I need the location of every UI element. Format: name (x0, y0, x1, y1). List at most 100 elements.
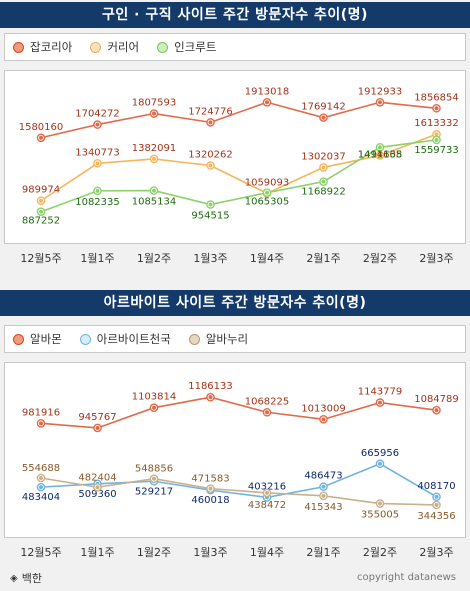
chart2-data-label: 355005 (361, 510, 399, 521)
chart1-data-point-fill (39, 198, 43, 203)
chart2-data-label: 1103814 (132, 392, 177, 403)
chart1-data-label: 1168922 (301, 187, 346, 198)
chart2-legend-label: 아르바이트천국 (96, 332, 171, 346)
chart2-x-tick-label: 2월3주 (419, 546, 454, 559)
chart2-x-tick-label: 2월1주 (306, 546, 341, 559)
chart2-data-point-fill (265, 410, 269, 415)
chart2-data-point-fill (39, 485, 43, 490)
chart2-legend-item: 알바몬 (13, 331, 62, 347)
chart1-plot-area: 1580160 1704272 1807593 1724776 1913018 17691… (4, 70, 466, 244)
chart1-legend-item: 커리어 (90, 39, 139, 55)
chart2-data-point-fill (208, 395, 213, 400)
chart1-data-label: 1059093 (245, 177, 290, 188)
chart2-data-label: 482404 (78, 472, 116, 483)
chart2-data-label: 408170 (417, 481, 455, 492)
chart2-data-label: 548856 (135, 464, 173, 475)
chart2-data-point-fill (265, 490, 269, 495)
chart1-x-tick-label: 1월3주 (193, 252, 228, 265)
chart1-data-point-fill (434, 137, 439, 142)
chart2-data-point-fill (95, 425, 100, 430)
chart1-data-label: 1580160 (19, 122, 64, 133)
chart1-data-point-fill (208, 163, 213, 168)
chart1-legend: 잡코리아 커리어 인크루트 (4, 33, 466, 61)
legend-dot-icon (79, 333, 91, 345)
chart1-data-label: 1769142 (301, 102, 346, 113)
chart2-data-point-fill (434, 408, 439, 413)
chart2-data-point-fill (378, 501, 382, 506)
chart2-data-point-fill (39, 475, 43, 480)
chart2-x-tick-label: 2월2주 (362, 546, 398, 559)
chart2-data-label: 509360 (78, 489, 116, 500)
chart1-data-label: 1704272 (75, 109, 120, 120)
chart1-x-tick-label: 12월5주 (20, 252, 62, 265)
chart1-legend-label: 커리어 (107, 40, 140, 54)
chart1-data-label: 1414638 (358, 149, 403, 160)
chart2-data-point-fill (95, 485, 100, 490)
chart2-data-label: 1186133 (188, 381, 233, 392)
chart2-data-point-fill (208, 486, 213, 491)
chart1-data-point-fill (321, 165, 326, 170)
chart1-data-label: 1913018 (245, 86, 290, 97)
chart1-data-label: 1082335 (75, 197, 120, 208)
chart1-data-label: 1724776 (188, 106, 233, 117)
chart1-series-line (40, 139, 437, 213)
chart1-legend-item: 잡코리아 (13, 39, 72, 55)
chart2-svg: 981916 945767 1103814 1186133 1068225 1013009… (22, 381, 459, 522)
chart1-data-label: 887252 (22, 216, 60, 227)
chart1-x-axis: 12월5주 1월1주 1월2주 1월3주 1월4주 2월1주 2월2주 2월3주 (4, 246, 466, 270)
chart2-data-label: 1068225 (245, 396, 290, 407)
chart1-x-tick-label: 1월1주 (80, 252, 115, 265)
footer-copyright: copyright datanews (357, 572, 456, 583)
chart2-legend-label: 알바몬 (30, 332, 62, 346)
chart2-data-point-fill (378, 400, 382, 405)
chart2-data-point-fill (378, 461, 382, 466)
chart1-data-point-fill (378, 145, 382, 150)
legend-dot-icon (188, 333, 200, 345)
chart1-data-point-fill (321, 179, 326, 184)
chart2-data-point-fill (152, 476, 156, 481)
chart1-data-label: 1807593 (132, 98, 177, 109)
chart1-data-point-fill (152, 156, 156, 161)
chart2-data-label: 460018 (191, 495, 229, 506)
chart1-data-label: 1912933 (358, 86, 403, 97)
chart1-data-point-fill (152, 188, 156, 193)
chart1-legend-label: 잡코리아 (30, 40, 73, 54)
chart2-data-point-fill (321, 417, 326, 422)
chart1-x-tick-label: 1월4주 (249, 252, 285, 265)
chart2-data-label: 981916 (22, 407, 60, 418)
footer-source: ◈ 백한 (10, 570, 42, 586)
chart1-data-point-fill (378, 100, 382, 105)
chart1-svg: 1580160 1704272 1807593 1724776 1913018 17691… (19, 86, 459, 227)
chart1-data-point-fill (152, 111, 156, 116)
chart2-data-label: 471583 (191, 474, 229, 485)
chart2-series-line (40, 396, 437, 429)
chart1-data-label: 1382091 (132, 143, 177, 154)
chart2-x-tick-label: 1월3주 (193, 546, 228, 559)
chart2-plot-area: 981916 945767 1103814 1186133 1068225 1013009… (4, 362, 466, 538)
chart1-data-label: 1302037 (301, 151, 346, 162)
chart2-data-point-fill (434, 502, 439, 507)
chart2-data-point-fill (39, 421, 43, 426)
chart1-data-point-fill (95, 188, 100, 193)
legend-dot-icon (90, 41, 102, 53)
chart1-data-point-fill (265, 100, 269, 105)
chart1-data-label: 1856854 (414, 92, 459, 103)
chart1-data-point-fill (39, 135, 43, 140)
chart1-data-label: 1320262 (188, 150, 233, 161)
diamond-icon: ◈ (10, 572, 18, 584)
chart1-data-label: 1613332 (414, 118, 459, 129)
legend-dot-icon (13, 41, 24, 53)
chart1-data-label: 1491165 (358, 149, 403, 160)
chart2-data-label: 403216 (248, 481, 286, 492)
chart2-legend-item: 아르바이트천국 (79, 331, 171, 347)
chart2-series-line (40, 477, 437, 506)
chart2-series-line (40, 462, 437, 499)
chart1-series-line (40, 101, 437, 139)
chart1-data-label: 989974 (22, 185, 60, 196)
chart1-data-point-fill (208, 202, 213, 207)
chart2-data-point-fill (321, 484, 326, 489)
chart2-data-label: 438472 (248, 500, 286, 511)
chart1-legend-item: 인크루트 (157, 39, 216, 55)
legend-dot-icon (13, 333, 24, 345)
chart1-data-point-fill (39, 209, 43, 214)
